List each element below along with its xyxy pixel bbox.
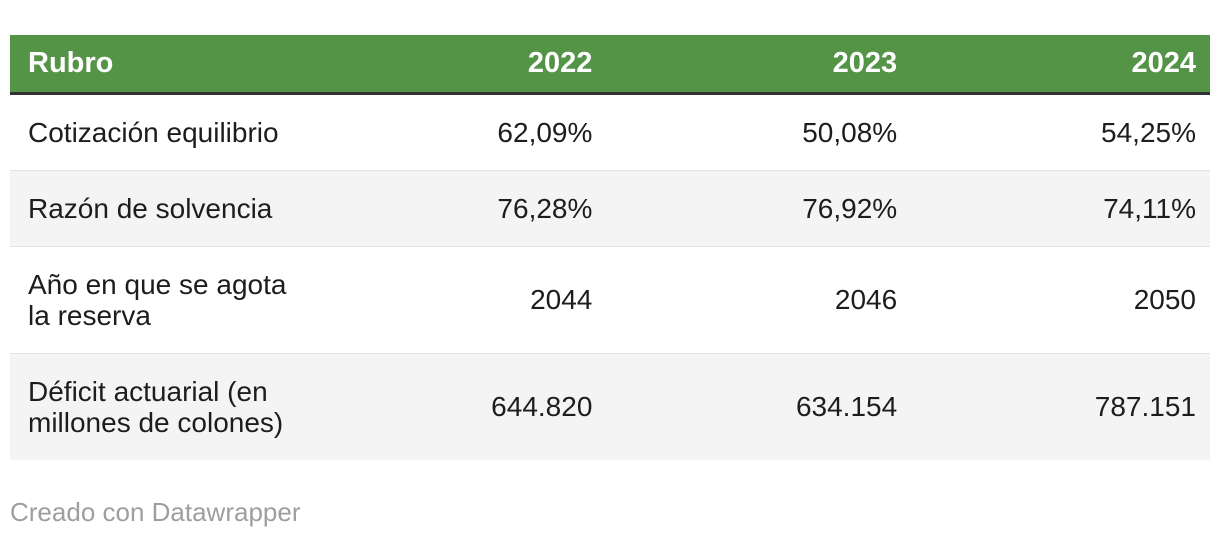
cell-value: 644.820 xyxy=(491,391,593,422)
row-label: Año en que se agota la reserva xyxy=(28,268,287,331)
cell-value: 787.151 xyxy=(1094,391,1196,422)
column-header-year: 2024 xyxy=(911,35,1210,95)
cell-value: 62,09% xyxy=(497,116,593,148)
cell-value: 634.154 xyxy=(795,391,898,422)
data-table: Rubro 2022 2023 2024 Cotización equilibrio 6… xyxy=(10,35,1210,460)
cell-value: 74,11% xyxy=(1103,192,1196,224)
table-row: Cotización equilibrio 62,09% 50,08% 54,25% xyxy=(10,93,1210,170)
cell-value: 54,25% xyxy=(1101,116,1196,148)
table-header-row: Rubro 2022 2023 2024 xyxy=(10,35,1210,95)
cell-value: 2044 xyxy=(530,284,593,315)
column-header-year: 2023 xyxy=(606,35,912,95)
row-label: Déficit actuarial (en millones de colone… xyxy=(28,375,284,438)
table-row: Déficit actuarial (en millones de colone… xyxy=(10,353,1210,460)
cell-value: 2046 xyxy=(834,284,898,315)
table-row: Razón de solvencia 76,28% 76,92% 74,11% xyxy=(10,170,1210,246)
cell-value: 50,08% xyxy=(802,116,898,148)
row-label: Cotización equilibrio xyxy=(28,116,279,148)
row-label: Razón de solvencia xyxy=(28,192,273,224)
column-header-rubro: Rubro xyxy=(10,35,322,95)
cell-value: 2050 xyxy=(1133,284,1196,315)
cell-value: 76,92% xyxy=(802,192,898,224)
column-header-year: 2022 xyxy=(322,35,607,95)
table-body: Cotización equilibrio 62,09% 50,08% 54,25% R… xyxy=(10,93,1210,460)
table-row: Año en que se agota la reserva 2044 2046 20… xyxy=(10,246,1210,353)
datawrapper-attribution-link[interactable]: Creado con Datawrapper xyxy=(10,497,301,527)
cell-value: 76,28% xyxy=(497,192,593,224)
table-container: Rubro 2022 2023 2024 Cotización equilibrio 6… xyxy=(10,35,1210,460)
